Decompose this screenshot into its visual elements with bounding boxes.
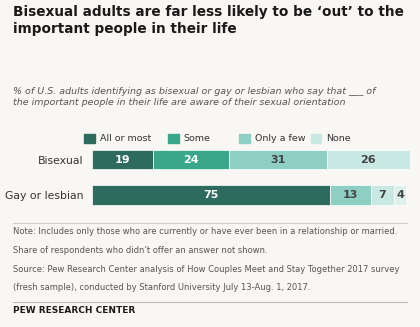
Bar: [92, 150, 152, 169]
Text: Share of respondents who didn’t offer an answer not shown.: Share of respondents who didn’t offer an…: [13, 246, 267, 255]
Text: Bisexual adults are far less likely to be ‘out’ to the
important people in their: Bisexual adults are far less likely to b…: [13, 5, 404, 36]
Text: 26: 26: [360, 155, 376, 165]
Text: 7: 7: [379, 190, 386, 200]
Text: None: None: [326, 134, 351, 143]
Bar: [330, 185, 371, 205]
Bar: [327, 150, 410, 169]
Text: All or most: All or most: [100, 134, 151, 143]
Text: 75: 75: [204, 190, 219, 200]
Bar: [152, 150, 229, 169]
Text: (fresh sample), conducted by Stanford University July 13-Aug. 1, 2017.: (fresh sample), conducted by Stanford Un…: [13, 283, 310, 292]
Text: 24: 24: [183, 155, 199, 165]
Text: 13: 13: [343, 190, 359, 200]
Bar: [394, 185, 406, 205]
Bar: [371, 185, 394, 205]
Text: Note: Includes only those who are currently or have ever been in a relationship : Note: Includes only those who are curren…: [13, 227, 397, 236]
Bar: [229, 150, 327, 169]
Text: 31: 31: [270, 155, 286, 165]
Text: % of U.S. adults identifying as bisexual or gay or lesbian who say that ___ of
t: % of U.S. adults identifying as bisexual…: [13, 87, 375, 107]
Bar: [92, 185, 330, 205]
Text: 4: 4: [396, 190, 404, 200]
Text: Only a few: Only a few: [255, 134, 305, 143]
Text: Source: Pew Research Center analysis of How Couples Meet and Stay Together 2017 : Source: Pew Research Center analysis of …: [13, 265, 399, 274]
Text: 19: 19: [115, 155, 130, 165]
Text: PEW RESEARCH CENTER: PEW RESEARCH CENTER: [13, 306, 135, 315]
Text: Some: Some: [184, 134, 210, 143]
